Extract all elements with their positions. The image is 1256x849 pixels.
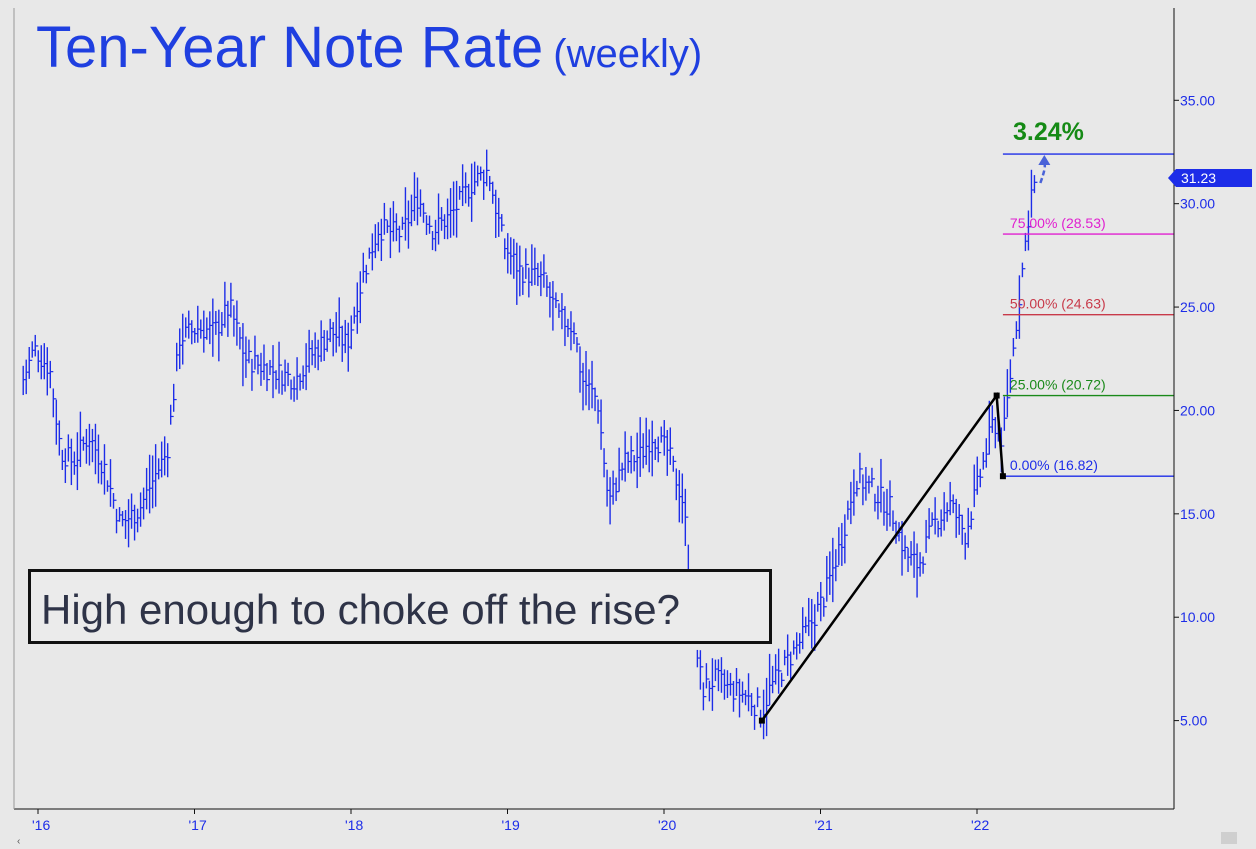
scroll-right-handle[interactable] (1221, 832, 1237, 844)
x-tick-label: '18 (345, 817, 363, 833)
abc-point (758, 717, 765, 724)
price-bars (22, 149, 1038, 740)
plot-area (14, 8, 1174, 809)
y-tick-label: 25.00 (1180, 299, 1215, 315)
fib-label: 50.00% (24.63) (1010, 296, 1106, 312)
target-label: 3.24% (1013, 118, 1084, 146)
y-tick-label: 20.00 (1180, 402, 1215, 418)
scroll-left-icon[interactable]: ‹ (17, 836, 21, 847)
abc-pattern (758, 392, 1006, 724)
y-tick-label: 30.00 (1180, 196, 1215, 212)
y-tick-label: 5.00 (1180, 713, 1207, 729)
x-tick-label: '19 (502, 817, 520, 833)
x-tick-label: '22 (971, 817, 989, 833)
fib-label: 0.00% (16.82) (1010, 457, 1098, 473)
target-annotation (1002, 153, 1174, 184)
callout-box: High enough to choke off the rise? (28, 569, 772, 644)
abc-point (993, 392, 1000, 399)
x-tick-label: '17 (189, 817, 207, 833)
y-tick-label: 10.00 (1180, 609, 1215, 625)
chart-title: Ten-Year Note Rate (weekly) (36, 14, 702, 81)
target-arrow-head (1038, 155, 1051, 166)
axes: 5.00 10.00 15.00 20.00 25.00 30.00 35.00 '16 '17… (13, 8, 1215, 833)
fib-label: 25.00% (20.72) (1010, 377, 1106, 393)
y-tick-label: 35.00 (1180, 92, 1215, 108)
x-tick-label: '21 (815, 817, 833, 833)
title-sub: (weekly) (553, 32, 703, 76)
x-tick-label: '16 (32, 817, 50, 833)
abc-point (999, 473, 1006, 480)
title-main: Ten-Year Note Rate (36, 15, 544, 80)
y-tick-label: 15.00 (1180, 506, 1215, 522)
x-tick-label: '20 (658, 817, 676, 833)
fib-levels: 75.00% (28.53) 50.00% (24.63) 25.00% (20.7… (1002, 215, 1174, 477)
last-price-tag: 31.23 (1168, 169, 1252, 187)
fib-label: 75.00% (28.53) (1010, 215, 1106, 231)
